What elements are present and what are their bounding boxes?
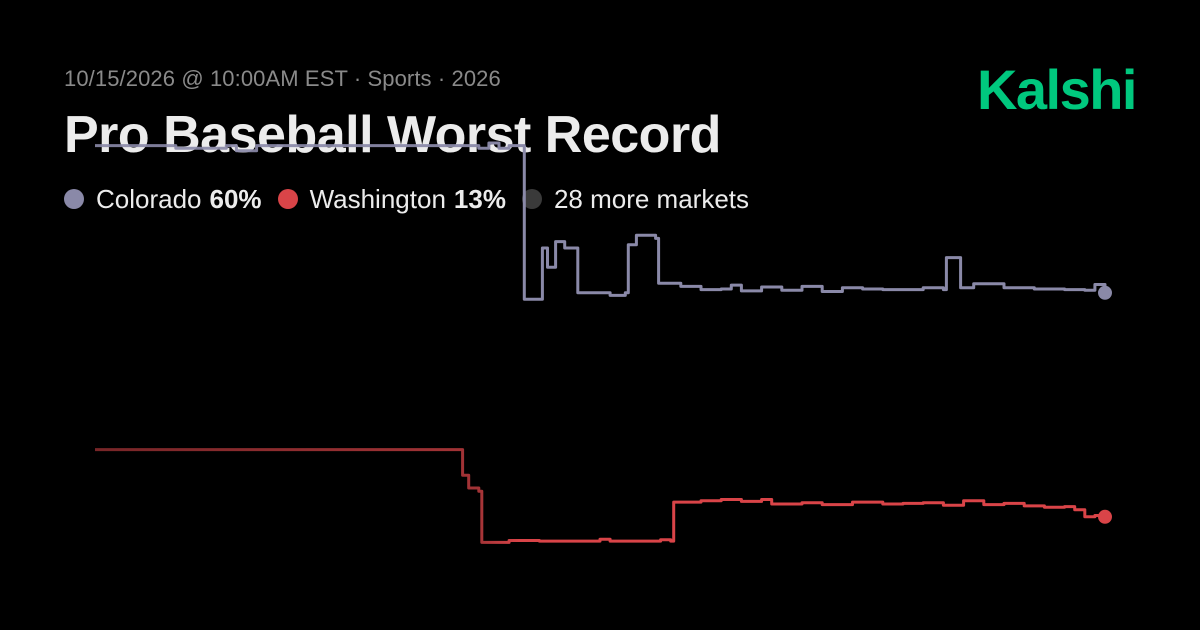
legend-item-colorado: Colorado 60% xyxy=(64,184,262,215)
legend-dot-colorado xyxy=(64,189,84,209)
series-end-point-colorado xyxy=(1098,285,1112,300)
legend-dot-more-markets xyxy=(521,189,542,209)
series-line-colorado xyxy=(95,141,1107,301)
chart-header: 10/15/2026 @ 10:00AM EST · Sports · 2026… xyxy=(64,64,944,216)
legend-label-more-markets[interactable]: 28 more markets xyxy=(553,183,750,214)
legend-value-colorado: 60% xyxy=(209,183,262,214)
kalshi-logo: Kalshi xyxy=(976,58,1138,121)
legend-label-colorado: Colorado xyxy=(96,183,202,214)
legend-value-washington: 13% xyxy=(453,183,506,214)
market-meta: 10/15/2026 @ 10:00AM EST · Sports · 2026 xyxy=(64,66,501,91)
legend-item-washington: Washington 13% xyxy=(277,183,506,215)
legend-dot-washington xyxy=(277,189,298,209)
page-title: Pro Baseball Worst Record xyxy=(64,106,721,164)
legend-label-washington: Washington xyxy=(309,183,446,214)
legend: Colorado 60% Washington 13% 28 more mark… xyxy=(64,182,944,216)
legend-item-more-markets[interactable]: 28 more markets xyxy=(521,183,757,215)
series-end-point-washington xyxy=(1098,509,1112,524)
series-line-washington xyxy=(95,448,1107,544)
